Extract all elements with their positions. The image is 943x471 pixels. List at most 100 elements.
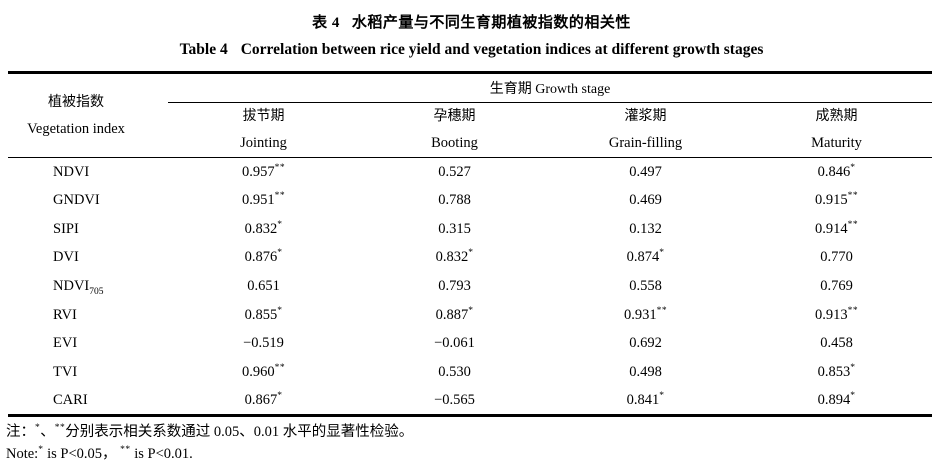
index-cell: EVI xyxy=(8,330,168,359)
significance-stars: ** xyxy=(656,305,668,316)
footnote-en-prefix: Note: xyxy=(6,445,39,462)
index-cell: SIPI xyxy=(8,215,168,244)
correlation-value: 0.914 xyxy=(814,220,848,237)
value-cell: 0.458 xyxy=(741,330,932,359)
index-cell: GNDVI xyxy=(8,186,168,215)
column-group-header-growth-stage: 生育期 Growth stage xyxy=(168,72,933,103)
table-row-rvi: RVI 0.855* 0.887* 0.931** 0.913** xyxy=(8,301,932,330)
table-footnotes: 注：*、**分别表示相关系数通过 0.05、0.01 水平的显著性检验。 Not… xyxy=(6,422,943,465)
value-cell: 0.894* xyxy=(741,387,932,416)
significance-stars: ** xyxy=(847,191,859,202)
correlation-value: 0.960 xyxy=(241,364,275,381)
correlation-value: 0.894 xyxy=(817,392,851,409)
significance-stars: * xyxy=(277,219,283,230)
significance-stars: * xyxy=(468,305,474,316)
group-header-row: 植被指数 Vegetation index 生育期 Growth stage xyxy=(8,72,933,158)
table-body: NDVI 0.957** 0.527 0.497 0.846* GNDVI 0.… xyxy=(8,158,932,416)
table-row-tvi: TVI 0.960** 0.530 0.498 0.853* xyxy=(8,358,932,387)
significance-stars: ** xyxy=(847,219,859,230)
correlation-value: 0.915 xyxy=(814,192,848,209)
correlation-value: 0.793 xyxy=(438,278,471,295)
table-title-zh-text: 水稻产量与不同生育期植被指数的相关性 xyxy=(351,15,631,31)
index-label: EVI xyxy=(53,335,78,352)
significance-stars: * xyxy=(277,305,283,316)
correlation-value: 0.957 xyxy=(241,163,275,180)
single-star-superscript: * xyxy=(38,444,44,455)
column-header-grain-filling-zh: 灌浆期 xyxy=(624,109,667,124)
correlation-value: 0.867 xyxy=(244,392,278,409)
significance-stars: * xyxy=(850,162,856,173)
value-cell: 0.846* xyxy=(741,158,932,187)
index-label: GNDVI xyxy=(53,192,100,209)
index-cell: DVI xyxy=(8,244,168,273)
table-row-cari: CARI 0.867* −0.565 0.841* 0.894* xyxy=(8,387,932,416)
column-header-jointing: 拔节期 Jointing xyxy=(168,102,359,158)
correlation-value: 0.497 xyxy=(629,163,662,180)
table-row-ndvi: NDVI 0.957** 0.527 0.497 0.846* xyxy=(8,158,932,187)
correlation-table: 植被指数 Vegetation index 生育期 Growth stage 拔… xyxy=(8,71,933,418)
column-header-maturity-en: Maturity xyxy=(811,135,862,151)
index-cell: TVI xyxy=(8,358,168,387)
table-row-ndvi705: NDVI705 0.651 0.793 0.558 0.769 xyxy=(8,272,932,301)
value-cell: 0.692 xyxy=(550,330,741,359)
correlation-value: 0.770 xyxy=(820,249,853,266)
correlation-value: 0.874 xyxy=(626,249,660,266)
correlation-value: 0.692 xyxy=(629,335,662,352)
index-cell: NDVI705 xyxy=(8,272,168,301)
value-cell: 0.951** xyxy=(168,186,359,215)
footnote-en: Note:* is P<0.05， ** is P<0.01. xyxy=(6,444,943,466)
correlation-value: 0.530 xyxy=(438,364,471,381)
correlation-value: 0.315 xyxy=(438,220,471,237)
double-star-superscript: ** xyxy=(54,423,66,434)
table-title-zh-label: 表 4 xyxy=(312,15,340,31)
value-cell: 0.867* xyxy=(168,387,359,416)
footnote-zh-prefix: 注： xyxy=(6,424,35,441)
correlation-value: 0.931 xyxy=(623,306,657,323)
correlation-value: 0.853 xyxy=(817,364,851,381)
stage-header-row: 拔节期 Jointing 孕穗期 Booting 灌浆期 Grain-filli… xyxy=(8,102,933,158)
correlation-value: 0.788 xyxy=(438,192,471,209)
table-row-sipi: SIPI 0.832* 0.315 0.132 0.914** xyxy=(8,215,932,244)
significance-stars: * xyxy=(277,391,283,402)
value-cell: −0.519 xyxy=(168,330,359,359)
correlation-value: 0.832 xyxy=(244,220,278,237)
value-cell: 0.530 xyxy=(359,358,550,387)
value-cell: 0.887* xyxy=(359,301,550,330)
correlation-value: −0.061 xyxy=(434,335,475,352)
value-cell: 0.558 xyxy=(550,272,741,301)
table-title-en: Table 4 Correlation between rice yield an… xyxy=(0,41,943,59)
significance-stars: * xyxy=(277,248,283,259)
table-header: 植被指数 Vegetation index 生育期 Growth stage 拔… xyxy=(8,72,933,158)
significance-stars: * xyxy=(659,391,665,402)
column-header-booting: 孕穗期 Booting xyxy=(359,102,550,158)
footnote-zh: 注：*、**分别表示相关系数通过 0.05、0.01 水平的显著性检验。 xyxy=(6,422,943,444)
index-label: TVI xyxy=(53,364,78,381)
table-title-en-label: Table 4 xyxy=(179,41,228,58)
significance-stars: ** xyxy=(274,191,286,202)
correlation-value: 0.527 xyxy=(438,163,471,180)
significance-stars: ** xyxy=(274,363,286,374)
column-header-vegetation-index-en: Vegetation index xyxy=(27,120,125,137)
footnote-en-text-1: is P<0.05， xyxy=(43,445,121,462)
correlation-value: 0.841 xyxy=(626,392,660,409)
correlation-value: 0.458 xyxy=(820,335,853,352)
index-subscript: 705 xyxy=(89,286,104,297)
correlation-value: 0.558 xyxy=(629,278,662,295)
index-label: CARI xyxy=(53,392,88,409)
significance-stars: * xyxy=(468,248,474,259)
column-header-booting-zh: 孕穗期 xyxy=(433,109,476,124)
significance-stars: * xyxy=(850,363,856,374)
significance-stars: ** xyxy=(274,162,286,173)
column-header-vegetation-index-zh: 植被指数 xyxy=(48,94,104,110)
double-star-superscript: ** xyxy=(120,444,131,455)
index-cell: NDVI xyxy=(8,158,168,187)
table-title-en-text: Correlation between rice yield and veget… xyxy=(240,41,764,58)
value-cell: −0.061 xyxy=(359,330,550,359)
value-cell: 0.931** xyxy=(550,301,741,330)
column-header-maturity: 成熟期 Maturity xyxy=(741,102,933,158)
index-label: SIPI xyxy=(53,220,79,237)
single-star-superscript: * xyxy=(35,423,41,434)
value-cell: 0.913** xyxy=(741,301,932,330)
column-header-maturity-zh: 成熟期 xyxy=(815,109,858,124)
